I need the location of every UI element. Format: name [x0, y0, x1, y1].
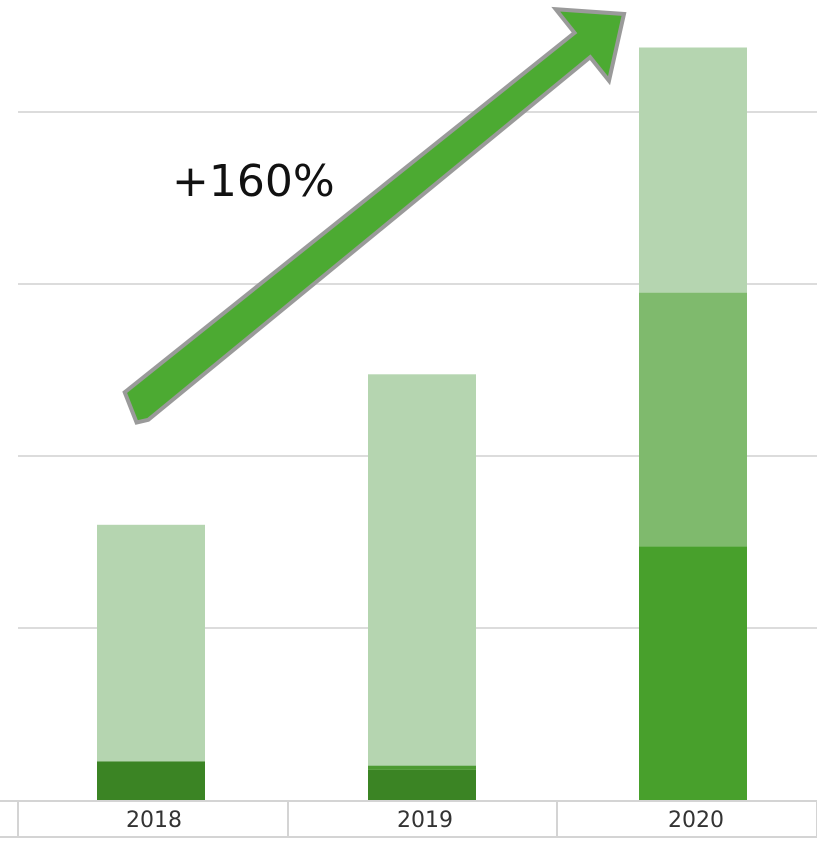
- bar-segment-2018-4: [97, 524, 205, 762]
- bar-segment-2019-1: [368, 769, 476, 800]
- bars: [97, 47, 747, 800]
- x-tick-label: 2018: [126, 808, 182, 833]
- bar-segment-2020-4: [639, 47, 747, 293]
- x-axis: 2018 2019 2020: [0, 800, 817, 838]
- growth-annotation: +160%: [122, 6, 627, 425]
- x-tick-label: 2019: [397, 808, 453, 833]
- growth-label: +160%: [172, 156, 335, 207]
- growth-arrow: [122, 6, 627, 425]
- bar-segment-2020-3: [639, 292, 747, 547]
- bar-segment-2019-4: [368, 374, 476, 766]
- x-tick-label: 2020: [668, 808, 724, 833]
- bar-segment-2020-1: [639, 546, 747, 800]
- bar-segment-2018-1: [97, 761, 205, 800]
- bar-segment-2019-2: [368, 765, 476, 770]
